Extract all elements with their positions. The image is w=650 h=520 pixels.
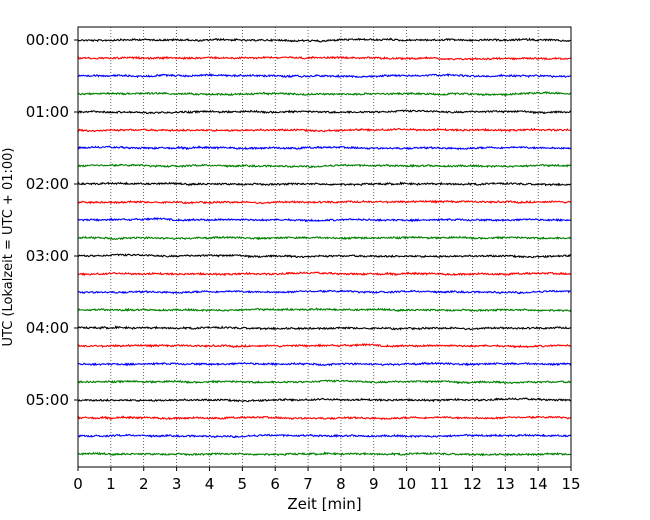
x-tick-label: 4 — [205, 475, 215, 493]
y-tick-label: 00:00 — [26, 31, 69, 49]
y-tick-label: 02:00 — [26, 175, 69, 193]
x-tick-label: 15 — [561, 475, 580, 493]
trace-line — [77, 433, 572, 439]
x-axis-ticks: 0 1 2 3 4 5 6 7 8 9 10 11 12 13 14 15 — [73, 467, 581, 493]
y-tick-label: 01:00 — [26, 103, 69, 121]
x-tick-label: 14 — [529, 475, 548, 493]
y-axis-ticks: 00:00 01:00 02:00 03:00 04:00 05:00 — [26, 31, 78, 409]
trace-line — [77, 145, 572, 151]
seismic-traces — [77, 37, 572, 457]
trace-line — [77, 289, 571, 295]
trace-line — [77, 217, 571, 223]
x-tick-label: 8 — [336, 475, 346, 493]
grid-lines — [110, 27, 539, 467]
trace-line — [77, 253, 572, 259]
trace-line — [77, 91, 572, 97]
x-tick-label: 0 — [73, 475, 83, 493]
plot-area-background — [78, 27, 571, 467]
y-tick-label: 03:00 — [26, 247, 69, 265]
trace-line — [77, 379, 571, 385]
trace-line — [77, 163, 571, 169]
trace-line — [77, 271, 572, 277]
trace-line — [77, 181, 572, 187]
x-tick-label: 1 — [106, 475, 116, 493]
trace-line — [77, 361, 572, 367]
x-tick-label: 6 — [270, 475, 280, 493]
trace-line — [77, 109, 572, 115]
trace-line — [77, 199, 571, 205]
x-tick-label: 11 — [430, 475, 449, 493]
x-tick-label: 5 — [238, 475, 248, 493]
trace-line — [77, 397, 572, 403]
x-tick-label: 3 — [172, 475, 182, 493]
trace-line — [77, 307, 572, 313]
trace-line — [77, 451, 571, 457]
x-tick-label: 9 — [369, 475, 379, 493]
trace-line — [77, 235, 572, 241]
trace-line — [77, 415, 572, 421]
x-tick-label: 2 — [139, 475, 149, 493]
trace-line — [77, 325, 571, 331]
trace-line — [77, 127, 572, 133]
y-tick-label: 05:00 — [26, 391, 69, 409]
x-tick-label: 13 — [496, 475, 515, 493]
x-tick-label: 7 — [303, 475, 313, 493]
trace-line — [77, 73, 572, 79]
x-axis-title: Zeit [min] — [287, 495, 361, 513]
x-tick-label: 12 — [463, 475, 482, 493]
trace-line — [77, 37, 571, 43]
trace-line — [77, 343, 571, 349]
x-tick-label: 10 — [397, 475, 416, 493]
trace-line — [77, 55, 571, 61]
plot-frame — [77, 26, 572, 468]
y-tick-label: 04:00 — [26, 319, 69, 337]
y-axis-title: UTC (Lokalzeit = UTC + 01:00) — [1, 148, 16, 347]
